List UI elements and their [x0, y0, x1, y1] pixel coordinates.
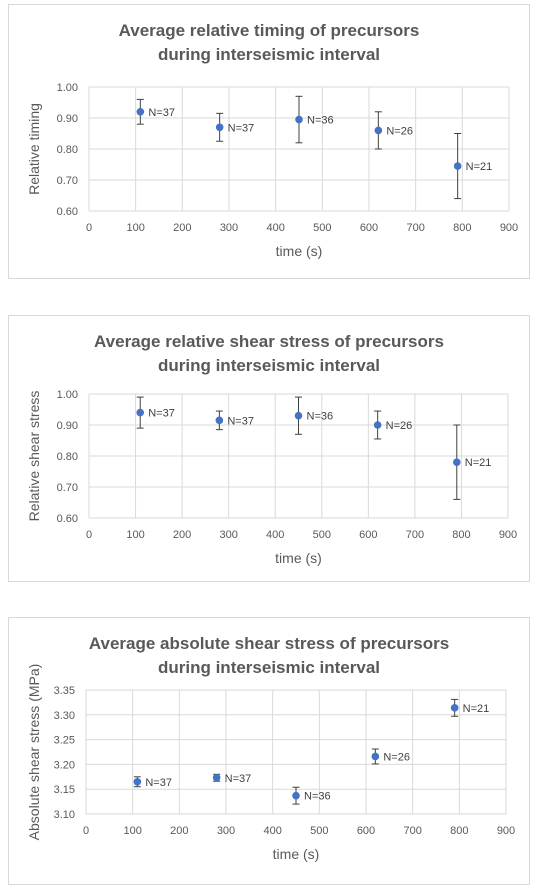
x-tick-label: 200	[173, 529, 191, 541]
data-label: N=36	[304, 791, 331, 803]
x-tick-label: 400	[266, 222, 284, 234]
chart-panel-absolute-shear-stress: Average absolute shear stress of precurs…	[8, 617, 530, 885]
x-tick-label: 800	[452, 529, 470, 541]
y-tick-label: 0.80	[57, 451, 78, 463]
data-label: N=26	[386, 125, 413, 137]
chart-title-line-2: during interseismic interval	[157, 45, 380, 64]
chart-title-line-2: during interseismic interval	[157, 658, 380, 677]
data-point	[373, 421, 382, 429]
y-tick-label: 0.60	[57, 513, 78, 525]
x-tick-label: 200	[170, 825, 188, 837]
data-point	[450, 704, 459, 712]
y-tick-label: 3.25	[54, 735, 75, 747]
data-point	[452, 458, 461, 466]
data-point	[374, 126, 383, 135]
y-axis-label: Relative shear stress	[26, 391, 42, 522]
data-point	[294, 411, 303, 420]
data-label: N=37	[228, 122, 255, 134]
data-point	[371, 752, 380, 761]
data-label: N=21	[465, 457, 492, 469]
y-tick-label: 0.90	[57, 113, 78, 125]
data-point	[136, 408, 145, 417]
data-point	[453, 162, 462, 170]
x-tick-label: 700	[406, 529, 424, 541]
x-tick-label: 800	[450, 825, 468, 837]
x-tick-label: 600	[357, 825, 375, 837]
data-label: N=37	[227, 415, 254, 427]
x-tick-label: 500	[313, 529, 331, 541]
x-tick-label: 100	[123, 825, 141, 837]
data-label: N=36	[307, 411, 334, 423]
y-axis-label: Relative timing	[26, 103, 42, 195]
data-label: N=26	[386, 420, 413, 432]
x-tick-label: 600	[360, 222, 378, 234]
x-axis-label: time (s)	[275, 550, 322, 566]
x-tick-label: 200	[173, 222, 191, 234]
chart-title: Average absolute shear stress of precurs…	[9, 632, 529, 680]
data-label: N=37	[148, 408, 175, 420]
data-point	[215, 123, 224, 132]
data-label: N=21	[463, 703, 490, 715]
chart-panel-relative-shear-stress: Average relative shear stress of precurs…	[8, 315, 530, 582]
data-label: N=36	[307, 115, 334, 127]
x-tick-label: 700	[403, 825, 421, 837]
y-tick-label: 0.90	[57, 420, 78, 432]
x-tick-label: 100	[126, 529, 144, 541]
y-tick-label: 3.35	[54, 685, 75, 697]
x-axis-label: time (s)	[276, 243, 323, 259]
data-label: N=37	[145, 777, 172, 789]
x-tick-label: 400	[263, 825, 281, 837]
x-tick-label: 300	[217, 825, 235, 837]
data-point	[215, 416, 224, 425]
x-tick-label: 900	[497, 825, 515, 837]
chart-title-line-2: during interseismic interval	[157, 356, 380, 375]
x-tick-label: 0	[86, 222, 92, 234]
x-tick-label: 700	[406, 222, 424, 234]
x-tick-label: 500	[313, 222, 331, 234]
data-point	[292, 791, 300, 800]
y-tick-label: 0.80	[57, 144, 78, 156]
y-tick-label: 0.70	[57, 482, 78, 494]
chart-title-line-1: Average relative timing of precursors	[118, 21, 420, 40]
chart-panel-relative-timing: Average relative timing of precursors du…	[8, 4, 530, 279]
x-tick-label: 800	[453, 222, 471, 234]
y-tick-label: 0.60	[57, 206, 78, 218]
chart-plot: 0 100 200 300 400 500 600 700 800 900 3.10 3.15 3.20…	[26, 664, 515, 862]
chart-plot: 0 100 200 300 400 500 600 700 800 900 0.60 0.70 0.80…	[26, 82, 518, 259]
chart-title-line-1: Average relative shear stress of precurs…	[94, 332, 444, 351]
y-tick-label: 3.10	[54, 809, 75, 821]
y-tick-label: 1.00	[57, 389, 78, 401]
data-label: N=37	[148, 107, 175, 119]
chart-title: Average relative timing of precursors du…	[9, 19, 529, 67]
data-point	[133, 777, 142, 786]
data-label: N=37	[225, 773, 252, 785]
x-tick-label: 0	[86, 529, 92, 541]
x-tick-label: 300	[219, 529, 237, 541]
x-tick-label: 100	[126, 222, 144, 234]
chart-plot: 0 100 200 300 400 500 600 700 800 900 0.60 0.70 0.80…	[26, 389, 517, 566]
chart-title: Average relative shear stress of precurs…	[9, 330, 529, 378]
y-tick-label: 0.70	[57, 175, 78, 187]
x-tick-label: 900	[499, 529, 517, 541]
x-tick-label: 300	[220, 222, 238, 234]
y-tick-label: 3.30	[54, 710, 75, 722]
chart-title-line-1: Average absolute shear stress of precurs…	[88, 634, 450, 653]
x-tick-label: 600	[359, 529, 377, 541]
data-point	[212, 773, 221, 782]
y-tick-label: 1.00	[57, 82, 78, 94]
y-tick-label: 3.15	[54, 784, 75, 796]
x-tick-label: 500	[310, 825, 328, 837]
y-tick-label: 3.20	[54, 759, 75, 771]
x-tick-label: 400	[266, 529, 284, 541]
data-point	[136, 108, 145, 116]
data-label: N=21	[466, 161, 493, 173]
data-label: N=26	[383, 751, 410, 763]
x-tick-label: 0	[83, 825, 89, 837]
y-axis-label: Absolute shear stress (MPa)	[26, 664, 42, 841]
data-point	[295, 115, 303, 124]
x-tick-label: 900	[500, 222, 518, 234]
x-axis-label: time (s)	[273, 846, 320, 862]
